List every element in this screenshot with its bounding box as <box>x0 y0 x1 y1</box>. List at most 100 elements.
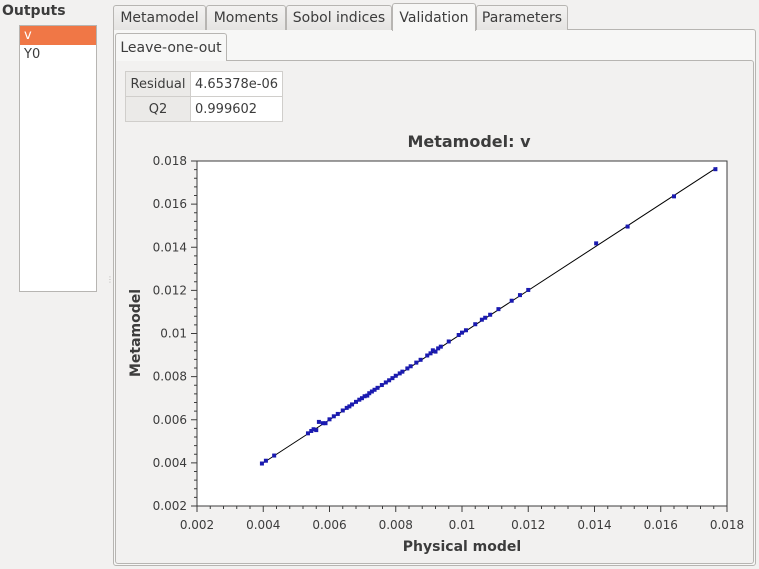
data-point <box>400 369 405 374</box>
list-item-y0[interactable]: Y0 <box>24 47 41 62</box>
data-point <box>365 393 370 398</box>
data-point <box>354 399 358 404</box>
data-point <box>713 167 718 172</box>
data-point <box>509 298 514 303</box>
validation-scatter-plot: Metamodel: v 0.002 0.004 0.006 0.008 0.01 0.0… <box>128 132 744 555</box>
residual-value: 4.65378e-06 <box>190 71 283 97</box>
x-tick-label: 0.002 <box>180 518 214 532</box>
data-point <box>418 357 423 362</box>
data-point <box>272 453 277 458</box>
tab-validation[interactable]: Validation <box>392 3 476 31</box>
x-axis: 0.002 0.004 0.006 0.008 0.01 0.012 0.014 0.016 0… <box>180 506 744 532</box>
data-point <box>433 349 438 354</box>
x-tick-label: 0.004 <box>246 518 280 532</box>
data-point <box>428 351 433 356</box>
data-point <box>372 387 377 392</box>
data-point <box>479 317 484 322</box>
data-point <box>369 389 374 394</box>
y-tick-label: 0.018 <box>153 154 187 168</box>
x-tick-label: 0.018 <box>710 518 744 532</box>
y-tick-label: 0.016 <box>153 197 187 211</box>
validation-results-table: Residual 4.65378e-06 Q2 0.999602 <box>125 71 283 122</box>
data-point <box>436 346 441 351</box>
data-point <box>383 380 388 385</box>
q2-value: 0.999602 <box>190 96 283 122</box>
data-point <box>362 394 367 399</box>
data-point <box>375 385 380 390</box>
data-point <box>463 328 468 333</box>
data-point <box>316 419 321 424</box>
data-point <box>340 408 345 413</box>
data-point <box>320 421 325 426</box>
data-point <box>305 431 310 436</box>
data-point <box>347 404 352 409</box>
data-point <box>438 344 443 349</box>
data-point <box>359 396 364 401</box>
data-point <box>350 402 355 407</box>
y-tick-label: 0.004 <box>153 456 187 470</box>
outputs-list[interactable]: v Y0 <box>19 25 97 292</box>
residual-label: Residual <box>125 71 191 97</box>
data-point <box>367 391 372 396</box>
data-point <box>311 427 316 432</box>
data-point <box>460 330 464 335</box>
data-point <box>425 353 430 358</box>
data-point <box>526 287 531 292</box>
data-point <box>625 224 630 229</box>
data-point <box>517 293 522 298</box>
x-tick-label: 0.012 <box>511 518 545 532</box>
data-point <box>323 421 328 426</box>
data-point <box>405 366 410 371</box>
outputs-title: Outputs <box>2 3 66 19</box>
table-row: Q2 0.999602 <box>125 96 283 122</box>
x-axis-label: Physical model <box>403 539 521 555</box>
data-point <box>387 378 392 383</box>
data-point <box>408 364 413 369</box>
data-point <box>397 371 402 376</box>
data-point <box>327 417 332 422</box>
y-axis-label: Metamodel <box>128 289 144 377</box>
data-point <box>456 333 461 338</box>
tab-parameters[interactable]: Parameters <box>476 5 568 30</box>
data-point <box>430 348 435 353</box>
x-tick-label: 0.014 <box>577 518 611 532</box>
data-point <box>344 405 349 410</box>
data-point <box>483 315 488 320</box>
data-point <box>259 461 264 466</box>
data-point <box>446 339 451 344</box>
data-point <box>390 376 395 381</box>
y-tick-label: 0.014 <box>153 240 187 254</box>
tab-leave-one-out[interactable]: Leave-one-out <box>115 33 227 61</box>
x-tick-label: 0.016 <box>644 518 678 532</box>
y-tick-label: 0.002 <box>153 499 187 513</box>
tab-moments[interactable]: Moments <box>206 5 286 30</box>
splitter-handle[interactable]: ⋮ <box>106 275 114 284</box>
data-point <box>672 194 676 199</box>
y-tick-label: 0.01 <box>160 327 187 341</box>
q2-label: Q2 <box>125 96 191 122</box>
x-tick-label: 0.006 <box>312 518 346 532</box>
chart-title: Metamodel: v <box>407 132 531 151</box>
data-point <box>357 397 362 402</box>
x-tick-label: 0.01 <box>449 518 476 532</box>
y-tick-label: 0.012 <box>153 283 187 297</box>
data-point <box>335 411 340 416</box>
tab-metamodel[interactable]: Metamodel <box>113 5 206 30</box>
data-point <box>314 428 319 433</box>
data-point <box>263 458 268 463</box>
data-point <box>331 414 336 419</box>
data-point <box>379 383 384 388</box>
data-point <box>309 428 314 433</box>
data-point <box>594 241 599 246</box>
list-item-v[interactable]: v <box>20 26 96 45</box>
data-point <box>488 312 493 317</box>
data-point <box>414 360 419 365</box>
data-points <box>259 167 718 466</box>
data-point <box>393 373 398 378</box>
table-row: Residual 4.65378e-06 <box>125 71 283 97</box>
y-axis: 0.002 0.004 0.006 0.008 0.01 0.012 0.014 0.016 0… <box>153 154 197 513</box>
x-tick-label: 0.008 <box>379 518 413 532</box>
data-point <box>473 322 478 327</box>
tab-sobol-indices[interactable]: Sobol indices <box>286 5 392 30</box>
